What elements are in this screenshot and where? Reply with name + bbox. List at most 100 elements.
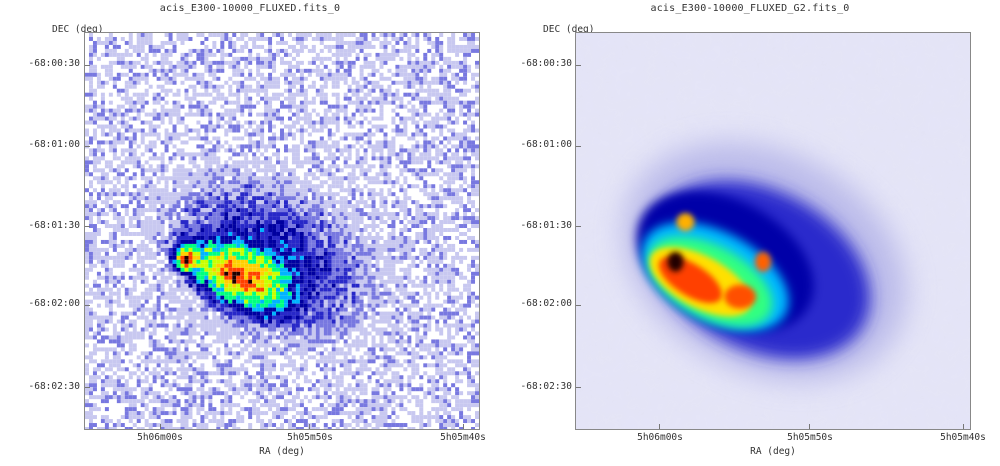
count-pixel [85,168,89,173]
count-pixel [264,275,269,280]
count-pixel [268,76,273,81]
count-pixel [323,235,328,240]
count-pixel [359,64,364,69]
count-pixel [140,164,145,169]
count-pixel [419,104,424,109]
count-pixel [228,255,233,260]
count-pixel [339,279,344,284]
count-pixel [319,128,324,133]
count-pixel [168,287,173,292]
count-pixel [104,224,109,229]
count-pixel [327,152,332,157]
count-pixel [327,148,332,153]
count-pixel [355,56,360,61]
count-pixel [315,224,320,229]
count-pixel [196,200,201,205]
count-pixel [407,208,412,213]
count-pixel [252,208,257,213]
count-pixel [287,148,292,153]
count-pixel [280,200,284,205]
count-pixel [363,80,368,85]
count-pixel [280,255,284,260]
count-pixel [459,104,464,109]
count-pixel [252,220,257,225]
count-pixel [383,239,388,244]
count-pixel [335,80,340,85]
count-pixel [455,160,460,165]
count-pixel [319,192,324,197]
count-pixel [339,148,344,153]
count-pixel [108,243,113,248]
count-pixel [216,188,221,193]
count-pixel [188,228,193,232]
count-pixel [248,311,253,316]
count-pixel [88,172,93,177]
count-pixel [252,204,257,209]
count-pixel [172,192,177,197]
count-pixel [204,231,209,236]
count-pixel [220,96,225,101]
count-pixel [319,116,324,121]
count-pixel [455,235,460,240]
count-pixel [88,136,93,141]
count-pixel [280,33,284,37]
count-pixel [148,231,153,236]
count-pixel [331,132,336,137]
count-pixel [136,196,141,201]
count-pixel [260,192,265,197]
count-pixel [371,279,376,284]
count-pixel [208,33,213,37]
count-pixel [276,200,281,205]
fits-image-raw[interactable] [84,32,480,430]
count-pixel [471,295,476,300]
count-pixel [128,128,133,133]
count-pixel [196,224,201,229]
count-pixel [467,263,472,268]
count-pixel [136,307,141,312]
count-pixel [443,96,448,101]
count-pixel [295,235,300,240]
count-pixel [152,283,157,288]
count-pixel [359,239,364,244]
count-pixel [200,84,205,89]
count-pixel [85,255,89,260]
count-pixel [92,224,97,229]
count-pixel [188,220,193,225]
count-pixel [427,303,432,308]
count-pixel [423,68,428,73]
count-pixel [112,144,117,149]
count-pixel [299,184,304,189]
count-pixel [347,68,352,73]
count-pixel [120,283,125,288]
count-pixel [287,72,292,77]
count-pixel [327,220,332,225]
count-pixel [268,180,273,185]
count-pixel [172,152,177,157]
count-pixel [88,108,93,113]
count-pixel [164,76,169,81]
count-pixel [172,176,177,181]
count-pixel [407,48,412,53]
count-pixel [383,156,388,161]
count-pixel [180,196,185,201]
count-pixel [164,100,169,105]
count-pixel [295,120,300,125]
count-pixel [160,275,165,280]
count-pixel [439,311,444,316]
count-pixel [104,44,109,49]
count-pixel [152,108,157,113]
count-pixel [327,120,332,125]
count-pixel [120,160,125,165]
count-pixel [240,68,245,73]
count-pixel [395,68,400,73]
count-pixel [351,196,356,201]
count-pixel [335,44,340,49]
count-pixel [367,100,372,105]
count-pixel [128,84,133,89]
count-pixel [100,188,105,193]
count-pixel [168,255,173,260]
count-pixel [415,128,420,133]
count-pixel [208,148,213,153]
count-pixel [140,311,145,316]
count-pixel [212,44,217,49]
